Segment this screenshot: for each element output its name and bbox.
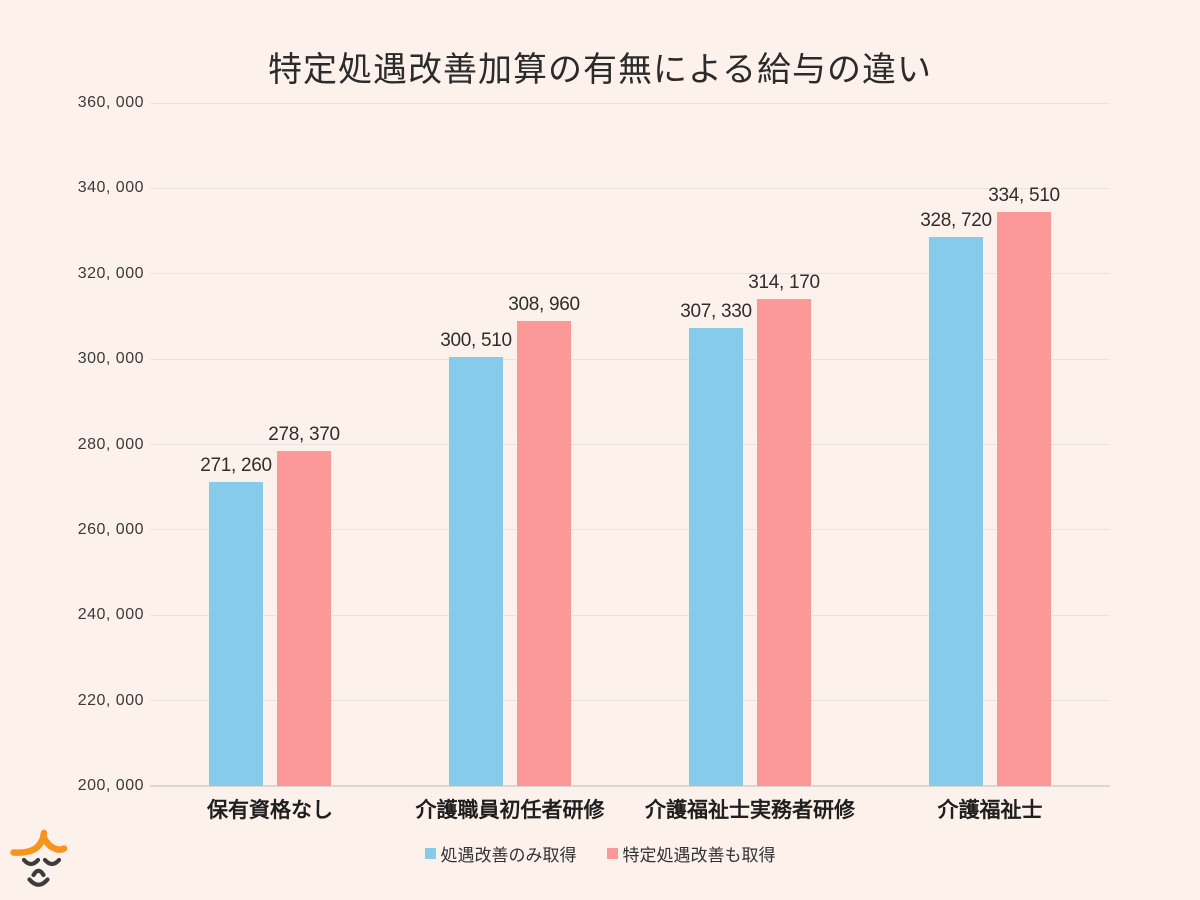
- bar-value-label: 307, 330: [680, 300, 752, 322]
- bar-value-label: 334, 510: [988, 184, 1060, 206]
- gridline: [150, 102, 1110, 104]
- gridline: [150, 614, 1110, 616]
- bar: [277, 451, 331, 786]
- x-axis-category-label: 保有資格なし: [207, 799, 333, 822]
- y-axis-tick-label: 300, 000: [77, 350, 144, 368]
- y-axis-tick-label: 340, 000: [77, 179, 144, 197]
- chart-legend: 処遇改善のみ取得 特定処遇改善も取得: [0, 841, 1200, 866]
- gridline: [150, 700, 1110, 702]
- bar-value-label: 278, 370: [268, 424, 340, 446]
- x-axis-baseline: [150, 785, 1110, 787]
- y-axis-tick-label: 260, 000: [77, 520, 144, 538]
- x-axis-category-label: 介護福祉士: [937, 799, 1043, 822]
- bar-value-label: 328, 720: [920, 209, 992, 231]
- bar: [929, 236, 983, 786]
- gridline: [150, 529, 1110, 531]
- bar-value-label: 308, 960: [508, 293, 580, 315]
- bar: [517, 320, 571, 786]
- x-axis-category-label: 介護福祉士実務者研修: [645, 799, 855, 822]
- legend-item: 処遇改善のみ取得: [424, 841, 577, 866]
- y-axis-tick-label: 320, 000: [77, 264, 144, 282]
- legend-color-swatch-icon: [606, 848, 618, 859]
- gridline: [150, 444, 1110, 445]
- bar: [997, 211, 1051, 786]
- gridline: [150, 358, 1110, 360]
- gridline: [150, 273, 1110, 275]
- bar: [689, 327, 743, 786]
- legend-color-swatch-icon: [424, 848, 436, 859]
- bar: [449, 356, 503, 786]
- bar-value-label: 271, 260: [200, 454, 272, 476]
- bar: [209, 481, 263, 786]
- gridline: [150, 187, 1110, 189]
- smiling-face-mascot-logo-icon: [10, 829, 68, 887]
- bar-value-label: 314, 170: [748, 271, 820, 293]
- y-axis-tick-label: 220, 000: [77, 691, 144, 709]
- bar-value-label: 300, 510: [440, 329, 512, 351]
- y-axis-tick-label: 280, 000: [77, 435, 144, 453]
- legend-label: 処遇改善のみ取得: [440, 846, 577, 865]
- legend-label: 特定処遇改善も取得: [622, 846, 776, 865]
- bar: [757, 298, 811, 786]
- legend-item: 特定処遇改善も取得: [606, 841, 776, 866]
- y-axis-tick-label: 360, 000: [77, 94, 144, 111]
- y-axis-tick-label: 200, 000: [77, 777, 144, 794]
- chart-title: 特定処遇改善加算の有無による給与の違い: [268, 51, 932, 89]
- x-axis-category-label: 介護職員初任者研修: [415, 799, 605, 822]
- y-axis-tick-label: 240, 000: [77, 606, 144, 624]
